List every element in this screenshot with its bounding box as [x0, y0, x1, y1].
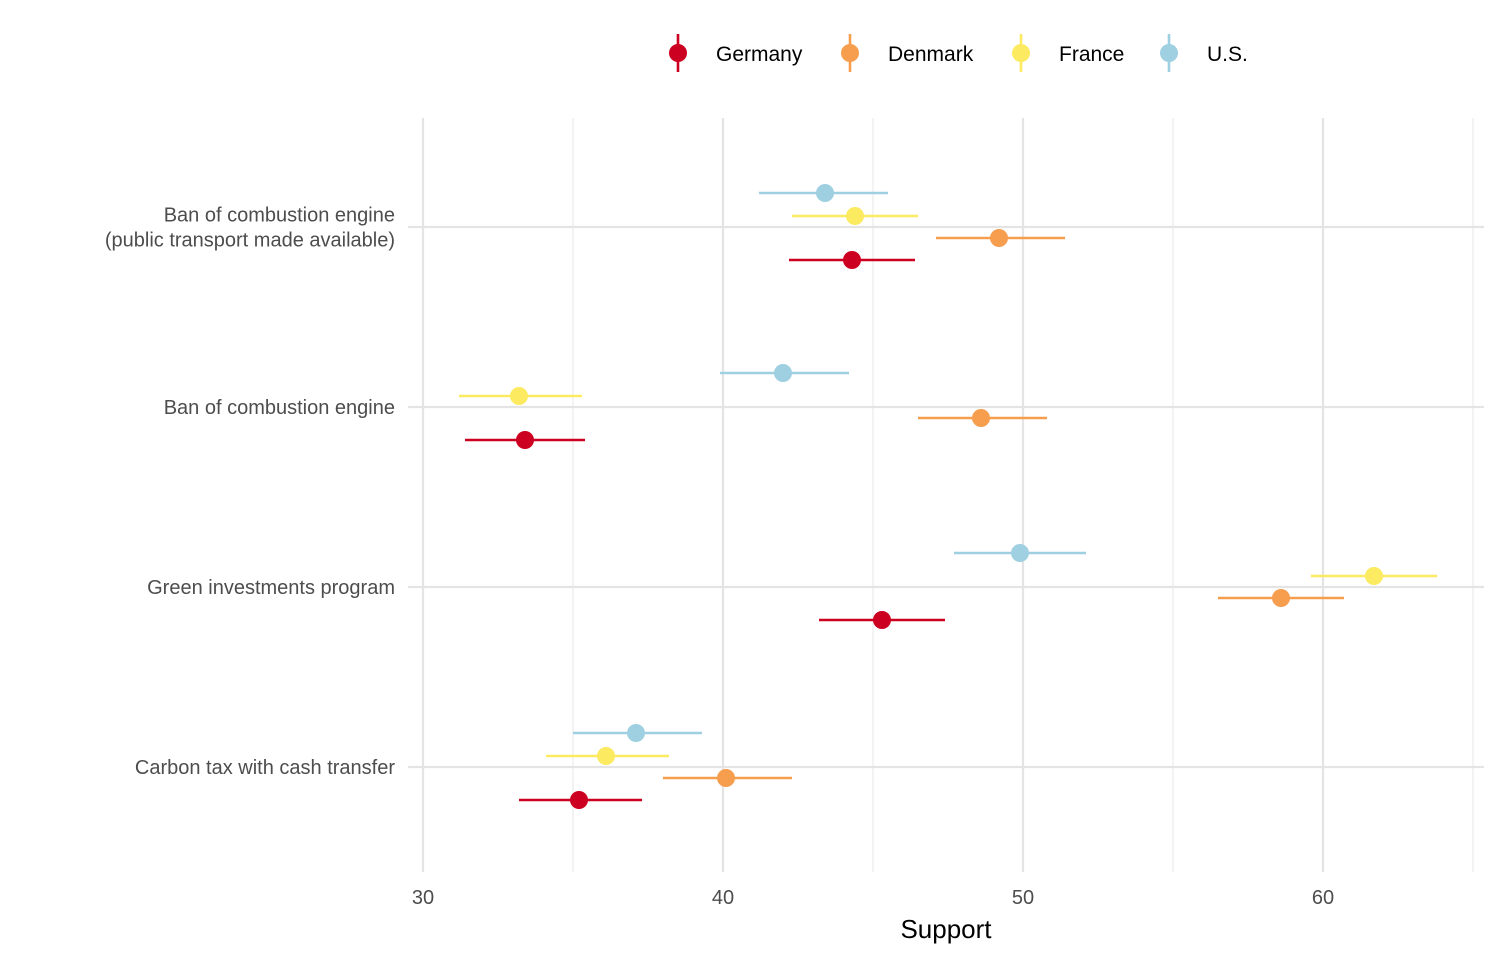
point-denmark	[972, 409, 990, 427]
confidence-intervals	[459, 191, 1437, 802]
x-tick-label: 60	[1312, 887, 1334, 909]
point-france	[1365, 567, 1383, 585]
y-tick-label: Green investments program	[147, 577, 395, 599]
point-france	[597, 747, 615, 765]
point-germany	[873, 611, 891, 629]
x-tick-label: 30	[412, 887, 434, 909]
point-u-s	[1011, 544, 1029, 562]
grid-major	[408, 118, 1484, 872]
legend-label-u-s: U.S.	[1207, 43, 1248, 66]
y-tick-label: Carbon tax with cash transfer	[135, 757, 395, 779]
point-france	[846, 207, 864, 225]
point-denmark	[717, 769, 735, 787]
y-tick-labels: Ban of combustion engine (public transpor…	[105, 205, 395, 780]
point-u-s	[774, 364, 792, 382]
point-u-s	[816, 184, 834, 202]
point-france	[510, 387, 528, 405]
x-tick-label: 50	[1012, 887, 1034, 909]
grid-minor	[572, 118, 1474, 872]
x-tick-label: 40	[712, 887, 734, 909]
legend-key-germany	[669, 44, 687, 62]
x-axis-title: Support	[900, 914, 992, 944]
legend-label-france: France	[1059, 43, 1124, 66]
points	[510, 184, 1383, 809]
point-germany	[516, 431, 534, 449]
point-denmark	[990, 229, 1008, 247]
x-tick-labels: 30 40 50 60	[412, 887, 1334, 909]
point-denmark	[1272, 589, 1290, 607]
legend-label-denmark: Denmark	[888, 43, 974, 66]
y-tick-label: Ban of combustion engine (public transpor…	[105, 205, 395, 252]
legend-key-u-s	[1160, 44, 1178, 62]
legend: Germany Denmark France U.S.	[669, 34, 1248, 72]
point-germany	[570, 791, 588, 809]
y-tick-label: Ban of combustion engine	[164, 397, 395, 419]
legend-key-denmark	[841, 44, 859, 62]
point-u-s	[627, 724, 645, 742]
legend-key-france	[1012, 44, 1030, 62]
point-germany	[843, 251, 861, 269]
legend-label-germany: Germany	[716, 43, 803, 66]
